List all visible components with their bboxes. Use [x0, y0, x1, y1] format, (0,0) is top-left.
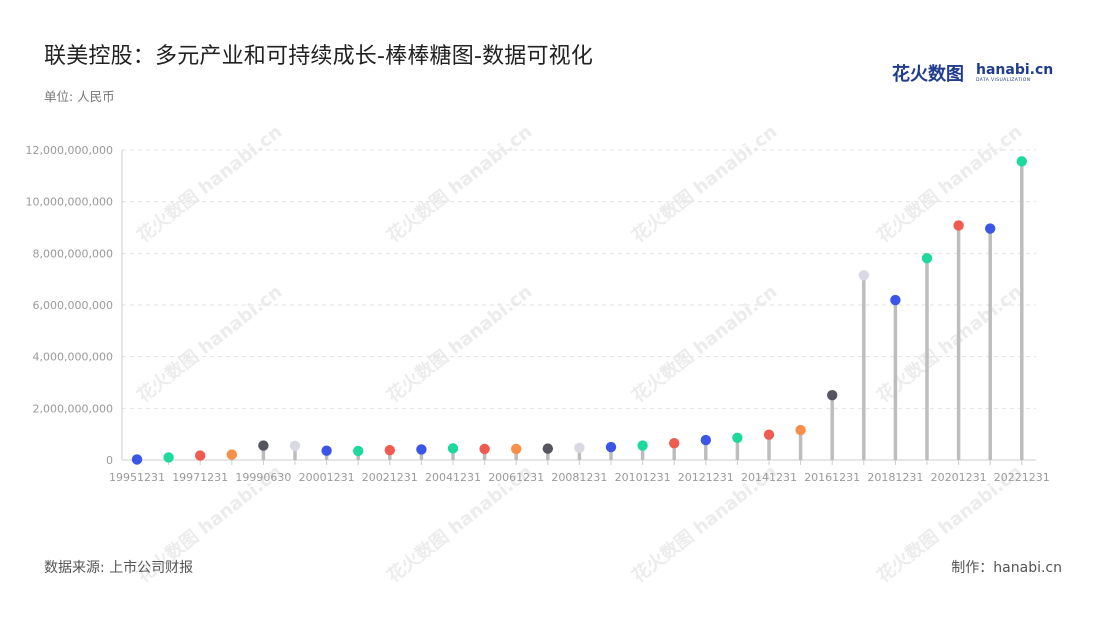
x-tick-label: 19951231 — [109, 471, 165, 484]
lollipop-dot — [289, 440, 301, 451]
lollipop-dot — [921, 253, 933, 264]
y-tick-label: 6,000,000,000 — [33, 299, 113, 312]
lollipop-dot — [226, 449, 237, 460]
lollipop-dot — [321, 445, 332, 456]
lollipop-dot — [763, 429, 775, 440]
lollipop-dot — [163, 452, 174, 463]
x-tick-label: 19990630 — [235, 471, 291, 484]
lollipop-dot — [858, 270, 869, 281]
x-tick-label: 20201231 — [931, 471, 987, 484]
lollipop-dot — [953, 220, 964, 231]
lollipop-dot — [669, 438, 680, 449]
y-tick-label: 10,000,000,000 — [26, 196, 113, 209]
lollipop-dot — [416, 444, 427, 455]
brand-logo: 花火数图 hanabi.cn DATA VISUALIZATION — [892, 60, 1053, 86]
lollipop-dot — [985, 223, 996, 234]
brand-logo-sub: DATA VISUALIZATION — [976, 78, 1031, 83]
x-tick-label: 20141231 — [741, 471, 797, 484]
lollipop-dot — [1016, 156, 1027, 167]
lollipop-dot — [479, 443, 490, 455]
x-tick-label: 20221231 — [994, 471, 1050, 484]
brand-logo-en: hanabi.cn — [976, 62, 1054, 78]
lollipop-dot — [732, 432, 743, 443]
x-tick-label: 20121231 — [678, 471, 734, 484]
x-tick-label: 20061231 — [488, 471, 544, 484]
y-tick-label: 4,000,000,000 — [33, 351, 113, 364]
y-tick-label: 0 — [106, 454, 113, 467]
lollipop-dot — [890, 294, 901, 306]
lollipop-dot — [700, 434, 711, 446]
lollipop-dot — [195, 450, 206, 461]
x-tick-label: 20041231 — [425, 471, 481, 484]
x-tick-label: 20021231 — [362, 471, 418, 484]
lollipop-dot — [258, 440, 269, 451]
lollipop-dot — [827, 389, 838, 401]
lollipop-dot — [353, 445, 364, 457]
unit-label: 单位: 人民币 — [44, 89, 115, 104]
x-tick-label: 20161231 — [804, 471, 860, 484]
lollipop-dot — [384, 444, 395, 456]
x-tick-label: 20001231 — [299, 471, 355, 484]
y-tick-label: 8,000,000,000 — [33, 247, 113, 260]
source-label: 数据来源: 上市公司财报 — [44, 560, 194, 576]
lollipop-dot — [574, 442, 585, 454]
x-tick-label: 20181231 — [867, 471, 923, 484]
maker-label: 制作：hanabi.cn — [951, 560, 1062, 576]
x-tick-label: 20101231 — [615, 471, 671, 484]
y-tick-label: 12,000,000,000 — [26, 144, 113, 157]
x-tick-label: 19971231 — [172, 471, 228, 484]
brand-logo-cn: 花火数图 — [892, 64, 964, 85]
y-tick-label: 2,000,000,000 — [33, 402, 113, 415]
lollipop-dot — [605, 441, 617, 453]
lollipop-dot — [795, 424, 806, 436]
x-tick-label: 20081231 — [551, 471, 607, 484]
chart-title: 联美控股：多元产业和可持续成长-棒棒糖图-数据可视化 — [44, 44, 594, 69]
lollipop-dot — [131, 454, 143, 465]
lollipop-dot — [447, 443, 459, 454]
lollipop-dot — [542, 443, 553, 454]
lollipop-dot — [637, 440, 648, 451]
lollipop-dot — [511, 443, 522, 455]
